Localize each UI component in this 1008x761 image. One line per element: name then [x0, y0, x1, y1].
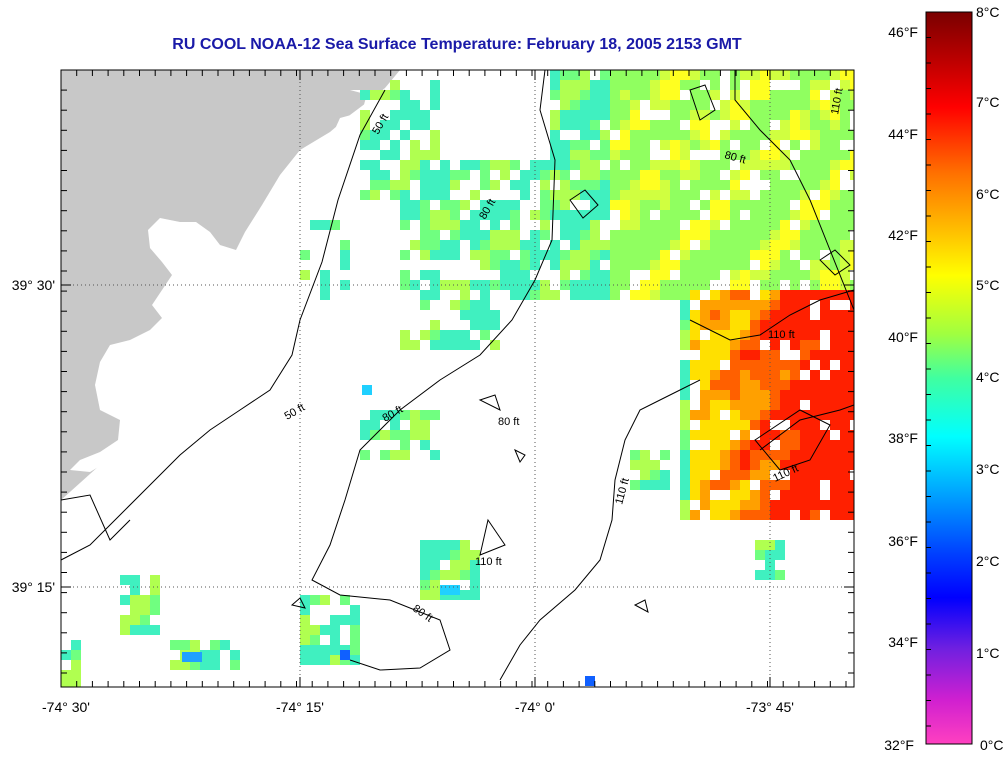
contour-label: 80 ft	[498, 416, 519, 428]
lon-label: -73° 45'	[746, 699, 794, 715]
celsius-label: 1°C	[976, 645, 1000, 661]
lon-label: -74° 15'	[276, 699, 324, 715]
graticule	[61, 70, 854, 687]
contour-label: 110 ft	[829, 87, 845, 115]
axis-ticks	[60, 69, 854, 687]
celsius-label: 6°C	[976, 186, 1000, 202]
lon-label: -74° 0'	[515, 699, 555, 715]
celsius-label: 0°C	[980, 737, 1004, 753]
celsius-label: 2°C	[976, 553, 1000, 569]
fahrenheit-label: 40°F	[888, 329, 918, 345]
lat-label: 39° 15'	[12, 579, 55, 595]
fahrenheit-label: 44°F	[888, 126, 918, 142]
contour-label: 110 ft	[768, 329, 795, 341]
celsius-label: 4°C	[976, 369, 1000, 385]
lat-label: 39° 30'	[12, 277, 55, 293]
fahrenheit-label: 42°F	[888, 227, 918, 243]
colorbar-fahrenheit-labels: 46°F 44°F 42°F 40°F 38°F 36°F 34°F 32°F	[884, 24, 918, 753]
marsh-area	[70, 90, 380, 472]
fahrenheit-label: 32°F	[884, 737, 914, 753]
colorbar-celsius-labels: 8°C 7°C 6°C 5°C 4°C 3°C 2°C 1°C 0°C	[976, 4, 1004, 753]
celsius-label: 5°C	[976, 277, 1000, 293]
lon-label: -74° 30'	[42, 699, 90, 715]
fahrenheit-label: 36°F	[888, 533, 918, 549]
celsius-label: 7°C	[976, 94, 1000, 110]
map-title: RU COOL NOAA-12 Sea Surface Temperature:…	[172, 36, 742, 53]
celsius-label: 3°C	[976, 461, 1000, 477]
contour-label: 110 ft	[475, 556, 502, 568]
fahrenheit-label: 46°F	[888, 24, 918, 40]
colorbar	[925, 11, 973, 745]
contour-label: 80 ft	[723, 149, 747, 166]
celsius-label: 8°C	[976, 4, 1000, 20]
fahrenheit-label: 34°F	[888, 634, 918, 650]
fahrenheit-label: 38°F	[888, 430, 918, 446]
bathymetry-contours	[61, 70, 854, 681]
